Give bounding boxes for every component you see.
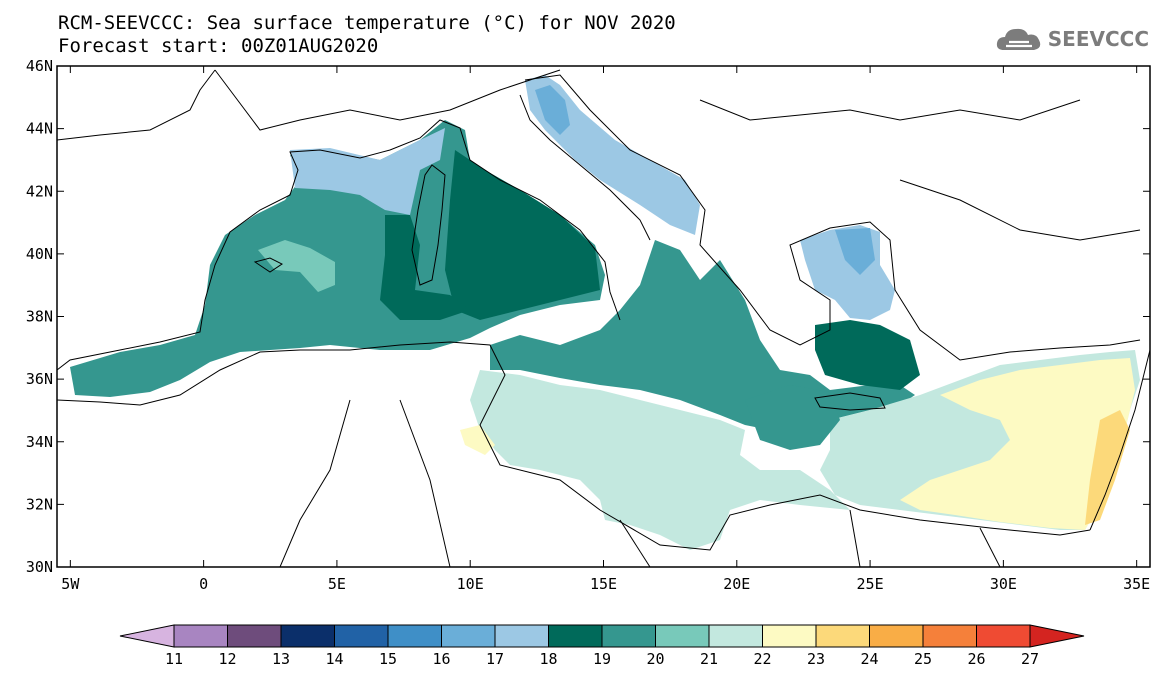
lon-tick-label: 5W [61, 575, 80, 593]
colorbar-label: 19 [593, 650, 611, 668]
gulf-of-gabes-area [460, 425, 495, 455]
colorbar-swatch [976, 624, 1031, 648]
lon-tick-label: 15E [590, 575, 617, 593]
colorbar-max-arrow [1029, 624, 1085, 648]
colorbar-label: 16 [432, 650, 450, 668]
colorbar-label: 17 [486, 650, 504, 668]
colorbar-swatch [655, 624, 710, 648]
lon-tick-label: 0 [199, 575, 208, 593]
colorbar-swatch [173, 624, 228, 648]
colorbar-swatch [441, 624, 496, 648]
tyrrhenian-area [445, 150, 600, 320]
colorbar-label: 27 [1021, 650, 1039, 668]
lon-tick-label: 10E [457, 575, 484, 593]
colorbar-swatch [869, 624, 924, 648]
colorbar-swatch [494, 624, 549, 648]
colorbar-label: 25 [914, 650, 932, 668]
colorbar-swatch [280, 624, 335, 648]
colorbar-swatch [601, 624, 656, 648]
cloud-icon [996, 28, 1040, 50]
north-adriatic-area [535, 85, 570, 135]
colorbar-label: 11 [165, 650, 183, 668]
colorbar-swatch [815, 624, 870, 648]
chart-subtitle: Forecast start: 00Z01AUG2020 [58, 35, 379, 57]
lat-tick-label: 46N [26, 57, 53, 75]
lat-tick-label: 32N [26, 495, 53, 513]
sea-temperature-field [70, 75, 1140, 550]
colorbar-min-arrow [119, 624, 175, 648]
lat-tick-label: 38N [26, 308, 53, 326]
seevccc-logo: SEEVCCC [994, 24, 1149, 54]
colorbar-swatch [762, 624, 817, 648]
colorbar-swatch [387, 624, 442, 648]
colorbar-label: 20 [646, 650, 664, 668]
colorbar-swatch [922, 624, 977, 648]
lat-tick-label: 44N [26, 120, 53, 138]
lon-tick-label: 25E [857, 575, 884, 593]
latitude-axis: 46N 44N 42N 40N 38N 36N 34N 32N 30N [26, 57, 1150, 576]
lat-tick-label: 30N [26, 558, 53, 576]
colorbar-label: 18 [539, 650, 557, 668]
lon-tick-label: 35E [1123, 575, 1150, 593]
colorbar-label: 21 [700, 650, 718, 668]
gulf-of-lion-area [290, 128, 445, 215]
colorbar-label: 13 [272, 650, 290, 668]
libyan-sea-area [470, 370, 850, 550]
lat-tick-label: 34N [26, 433, 53, 451]
cretan-sea-area [815, 320, 920, 390]
levant-coast-area [1085, 410, 1130, 525]
chart-title: RCM-SEEVCCC: Sea surface temperature (°C… [58, 12, 676, 34]
lat-tick-label: 40N [26, 245, 53, 263]
north-aegean-area [835, 228, 875, 275]
lon-tick-label: 5E [328, 575, 346, 593]
lon-tick-label: 30E [990, 575, 1017, 593]
logo-text: SEEVCCC [1047, 27, 1149, 51]
colorbar-label: 22 [753, 650, 771, 668]
sardinia-channel-area [380, 215, 470, 320]
lat-tick-label: 42N [26, 182, 53, 200]
colorbar-label: 14 [325, 650, 343, 668]
ionian-area [490, 240, 915, 430]
colorbar-label: 12 [218, 650, 236, 668]
colorbar-label: 23 [807, 650, 825, 668]
longitude-axis: 5W 0 5E 10E 15E 20E 25E 30E 35E [61, 66, 1150, 593]
colorbar-swatch [708, 624, 763, 648]
coastlines [57, 69, 1150, 567]
colorbar-label: 26 [967, 650, 985, 668]
lon-tick-label: 20E [723, 575, 750, 593]
colorbar: 11 12 13 14 15 16 17 18 19 20 21 22 23 24 25 26 27 [119, 624, 1085, 668]
balearic-area [258, 240, 335, 292]
levantine-warm-area [900, 358, 1135, 530]
lat-tick-label: 36N [26, 370, 53, 388]
colorbar-swatch [334, 624, 389, 648]
adriatic-area [525, 75, 700, 235]
colorbar-swatch [548, 624, 603, 648]
colorbar-label: 15 [379, 650, 397, 668]
colorbar-label: 24 [860, 650, 878, 668]
colorbar-swatch [227, 624, 282, 648]
